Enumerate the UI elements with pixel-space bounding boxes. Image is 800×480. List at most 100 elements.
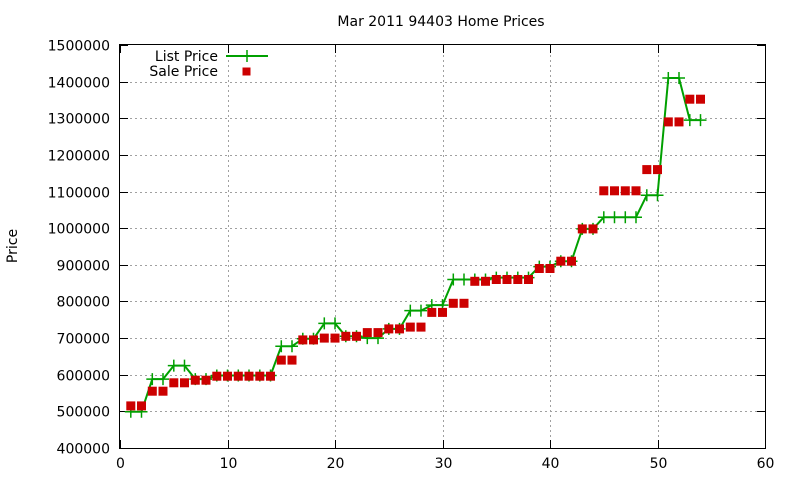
sale-price-point <box>190 375 200 385</box>
list-price-point <box>597 211 610 224</box>
y-tick-label: 800000 <box>57 295 110 311</box>
sale-price-point <box>438 307 447 317</box>
sale-price-point <box>524 275 533 284</box>
axis-ticks <box>120 45 766 449</box>
legend-label-sale-price: Sale Price <box>149 64 218 80</box>
x-tick-label: 30 <box>435 456 453 472</box>
y-tick-label: 1400000 <box>48 76 110 92</box>
sale-price-point <box>373 328 383 338</box>
list-price-point <box>458 273 470 286</box>
sale-price-point <box>244 371 254 381</box>
sale-price-point <box>395 324 404 334</box>
sale-price-point <box>642 165 652 175</box>
legend-marker-sale-price <box>242 67 251 76</box>
sale-price-point <box>481 276 490 286</box>
list-price-point <box>673 72 685 84</box>
sale-price-point <box>180 378 189 388</box>
y-tick-label: 500000 <box>57 405 110 421</box>
sale-price-point <box>158 386 168 396</box>
y-tick-labels: 400000 500000 600000 700000 800000 900000 1000… <box>48 39 110 458</box>
sale-price-point <box>470 276 480 286</box>
list-price-point <box>167 359 180 372</box>
list-price-point <box>694 114 707 127</box>
sale-price-point <box>405 322 415 332</box>
sale-price-point <box>491 275 501 284</box>
sale-price-point <box>287 355 297 365</box>
sale-price-point <box>330 333 340 343</box>
sale-price-point <box>610 186 619 196</box>
sale-price-point <box>577 224 587 234</box>
list-price-point <box>630 211 642 224</box>
legend-label-list-price: List Price <box>155 49 218 65</box>
list-price-point <box>662 72 675 84</box>
y-tick-label: 400000 <box>57 442 110 458</box>
y-tick-label: 1300000 <box>48 112 110 128</box>
list-price-point <box>318 317 331 330</box>
list-price-point <box>415 304 427 317</box>
sale-price-point <box>620 186 630 196</box>
x-tick-label: 20 <box>327 456 345 472</box>
x-tick-label: 40 <box>542 456 560 472</box>
sale-price-point <box>319 333 329 343</box>
x-tick-label: 60 <box>757 456 775 472</box>
list-price-point <box>404 304 417 317</box>
sale-price-point <box>427 307 437 317</box>
sale-price-point <box>663 117 673 127</box>
y-tick-label: 900000 <box>57 259 110 275</box>
list-price-point <box>683 114 696 127</box>
sale-price-point <box>599 186 609 196</box>
sale-price-point <box>459 298 469 308</box>
plot-series <box>124 72 707 418</box>
grid <box>120 45 765 448</box>
sale-price-point <box>309 335 318 345</box>
list-price-point <box>286 340 298 353</box>
sale-price-point <box>588 224 598 234</box>
x-tick-label: 50 <box>650 456 668 472</box>
list-price-point <box>447 273 460 286</box>
sale-price-point <box>298 335 308 345</box>
legend: List Price Sale Price <box>149 49 268 80</box>
list-price-line <box>130 77 701 413</box>
x-tick-labels: 0 10 20 30 40 50 60 <box>116 456 774 472</box>
sale-price-point <box>212 371 222 381</box>
sale-price-point <box>276 355 286 365</box>
sale-price-point <box>556 256 566 266</box>
sale-price-point <box>147 386 157 396</box>
sale-price-point <box>137 401 146 411</box>
list-price-point <box>640 189 653 202</box>
sale-price-point <box>674 117 684 127</box>
sale-price-point <box>255 371 265 381</box>
x-tick-label: 0 <box>116 456 125 472</box>
sale-price-point <box>266 371 275 381</box>
sale-price-point <box>416 322 426 332</box>
list-price-point <box>329 317 341 330</box>
sale-price-point <box>352 331 361 341</box>
sale-price-point <box>169 378 179 388</box>
sale-price-point <box>567 256 576 266</box>
y-tick-label: 1100000 <box>48 186 110 202</box>
plot-frame <box>119 44 766 449</box>
x-tick-label: 10 <box>220 456 238 472</box>
sale-price-point <box>513 275 523 284</box>
list-price-point <box>178 359 191 372</box>
y-tick-label: 1200000 <box>48 149 110 165</box>
list-price-point <box>146 373 159 386</box>
sale-price-point <box>685 94 695 104</box>
y-tick-label: 1500000 <box>48 39 110 55</box>
list-price-point <box>619 211 632 224</box>
list-price-point <box>608 211 621 224</box>
sale-price-point <box>233 371 243 381</box>
list-price-point <box>157 373 169 386</box>
list-price-point <box>651 189 664 202</box>
y-tick-label: 700000 <box>57 332 110 348</box>
sale-price-point <box>631 186 641 196</box>
sale-price-point <box>448 298 458 308</box>
y-axis-label: Price <box>5 229 21 263</box>
sale-price-point <box>653 165 662 175</box>
y-tick-label: 600000 <box>57 369 110 385</box>
sale-price-point <box>696 94 705 104</box>
list-price-point <box>275 340 288 353</box>
sale-price-point <box>341 331 351 341</box>
legend-marker-list-price <box>241 50 253 62</box>
